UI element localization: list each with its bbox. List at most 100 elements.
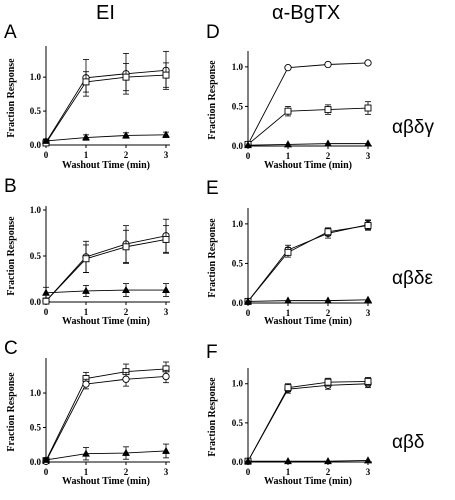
panel-a-y-tick-label: 1.0 xyxy=(30,72,42,82)
panel-e-x-tick-label: 0 xyxy=(246,308,251,318)
panel-d-series-circle-point xyxy=(324,60,332,69)
panel-d-y-tick-label: 0.5 xyxy=(232,101,244,111)
panel-c-y-tick-label: 0.5 xyxy=(30,423,42,433)
panel-e-series-square-point xyxy=(324,228,332,236)
panel-c-series-triangle-point xyxy=(162,446,170,454)
panel-a-series-triangle-line xyxy=(45,134,167,142)
panel-c-series-triangle-point xyxy=(82,449,90,457)
panel-d-series-triangle-point xyxy=(244,140,252,149)
panel-f-series-triangle-point xyxy=(324,456,332,465)
panel-c-series-circle-line xyxy=(45,376,167,462)
panel-a-x-tick-label: 0 xyxy=(44,150,49,160)
panel-d-x-tick-label: 1 xyxy=(286,151,291,161)
panel-e-x-tick-label: 1 xyxy=(286,308,291,318)
panel-f-series-triangle-point xyxy=(244,456,252,465)
panel-e-series-triangle-point xyxy=(324,296,332,304)
panel-d-series-triangle-point xyxy=(324,139,332,147)
panel-f-series-triangle-point xyxy=(284,456,292,465)
panel-e-series-square-point xyxy=(284,248,292,256)
panel-e-y-tick-label: 0.0 xyxy=(232,298,244,308)
panel-f-series-square-point xyxy=(364,377,372,385)
panel-b-y-tick-label: 0.5 xyxy=(30,251,42,261)
panel-a-series-triangle-point xyxy=(122,131,130,139)
panel-e-y-axis-title: Fraction Response xyxy=(207,218,218,298)
panel-a-series-square-line xyxy=(45,74,167,144)
panel-c-y-axis-title: Fraction Response xyxy=(6,372,17,452)
panel-f-y-axis-title: Fraction Response xyxy=(207,377,218,457)
panel-d-x-axis-title: Washout Time (min) xyxy=(264,160,352,171)
panel-e-x-axis-title: Washout Time (min) xyxy=(264,316,352,327)
panel-b-series-triangle-point xyxy=(82,286,90,294)
row-label-abdg: αβδγ xyxy=(392,117,434,138)
panel-f-y-tick-label: 1.0 xyxy=(232,379,244,389)
panel-a-series-triangle-point xyxy=(42,136,50,144)
panel-letter-a: A xyxy=(4,22,17,43)
panel-a-series-square-point xyxy=(162,71,170,79)
panel-b-series-triangle-line xyxy=(45,289,166,294)
panel-f-series-triangle-point xyxy=(364,456,372,464)
panel-b-series-square-line xyxy=(45,238,167,302)
panel-b-y-tick-label: 1.0 xyxy=(30,205,42,215)
panel-b-series-square-point xyxy=(82,255,90,263)
panel-d-x-tick-label: 3 xyxy=(366,151,371,161)
panel-f-y-tick-label: 0.5 xyxy=(232,418,244,428)
panel-b-x-axis-title: Washout Time (min) xyxy=(62,316,150,327)
column-header-bgtx: α-BgTX xyxy=(272,2,341,24)
row-label-abde: αβδε xyxy=(392,268,433,289)
panel-e-y-tick-label: 1.0 xyxy=(232,219,244,229)
panel-e-series-triangle-line xyxy=(247,299,369,302)
panel-f-series-square-point xyxy=(284,384,292,392)
panel-letter-e: E xyxy=(206,178,219,199)
panel-b-y-tick-label: 0.0 xyxy=(30,297,42,307)
panel-f-series-square-line xyxy=(247,380,369,462)
panel-c-series-triangle-line xyxy=(45,450,167,461)
panel-b-series-triangle-point xyxy=(162,285,170,293)
panel-f-x-axis-title: Washout Time (min) xyxy=(264,476,352,487)
panel-letter-c: C xyxy=(4,338,18,359)
panel-c-series-circle-point xyxy=(122,375,130,383)
panel-a-y-tick-label: 0.5 xyxy=(30,106,42,116)
panel-e-x-tick-label: 2 xyxy=(326,308,331,318)
panel-e-series-square-point xyxy=(364,222,372,229)
panel-a-x-axis-title: Washout Time (min) xyxy=(62,160,150,171)
panel-d-series-triangle-point xyxy=(284,140,292,148)
panel-e-series-circle-line xyxy=(247,224,369,302)
panel-d-series-square-point xyxy=(284,107,292,115)
panel-a-series-square-point xyxy=(122,73,130,81)
panel-c-series-square-line xyxy=(45,368,167,461)
panel-e-series-triangle-point xyxy=(284,296,292,304)
column-header-ei: EI xyxy=(96,2,115,24)
panel-d-y-tick-label: 1.0 xyxy=(232,62,244,72)
panel-b-series-square-point xyxy=(162,235,170,243)
panel-f-x-tick-label: 3 xyxy=(366,467,371,477)
panel-c-y-tick-label: 0.0 xyxy=(30,457,42,467)
panel-a-series-square-point xyxy=(82,78,90,86)
panel-d-y-tick-label: 0.0 xyxy=(232,141,244,151)
panel-d-y-axis-title: Fraction Response xyxy=(207,60,218,140)
panel-c-x-tick-label: 0 xyxy=(44,467,49,477)
panel-e-series-triangle-point xyxy=(364,295,372,303)
panel-c-y-tick-label: 1.0 xyxy=(30,388,42,398)
panel-b-x-tick-label: 1 xyxy=(84,307,89,317)
panel-b-x-tick-label: 0 xyxy=(44,307,49,317)
panel-d-series-square-point xyxy=(324,106,332,114)
panel-f-y-tick-label: 0.0 xyxy=(232,457,244,467)
panel-c-x-axis-title: Washout Time (min) xyxy=(62,476,150,487)
panel-b-x-tick-label: 3 xyxy=(164,307,169,317)
panel-b-series-circle-line xyxy=(45,235,167,302)
panel-b-series-triangle-point xyxy=(42,288,50,296)
panel-a-x-tick-label: 2 xyxy=(124,150,129,160)
panel-a-y-tick-label: 0.0 xyxy=(30,140,42,150)
panel-letter-f: F xyxy=(206,342,218,363)
panel-f-x-tick-label: 1 xyxy=(286,467,291,477)
panel-d-series-circle-point xyxy=(364,59,372,67)
panel-e-series-square-line xyxy=(247,225,369,302)
panel-c-series-triangle-point xyxy=(42,455,50,463)
panel-a-series-circle-line xyxy=(45,69,167,143)
row-label-abd: αβδ xyxy=(392,432,425,453)
panel-a-x-tick-label: 3 xyxy=(164,150,169,160)
panel-d-series-square-line xyxy=(247,107,369,145)
panel-a-y-axis-title: Fraction Response xyxy=(6,58,17,138)
panel-letter-d: D xyxy=(206,22,220,43)
